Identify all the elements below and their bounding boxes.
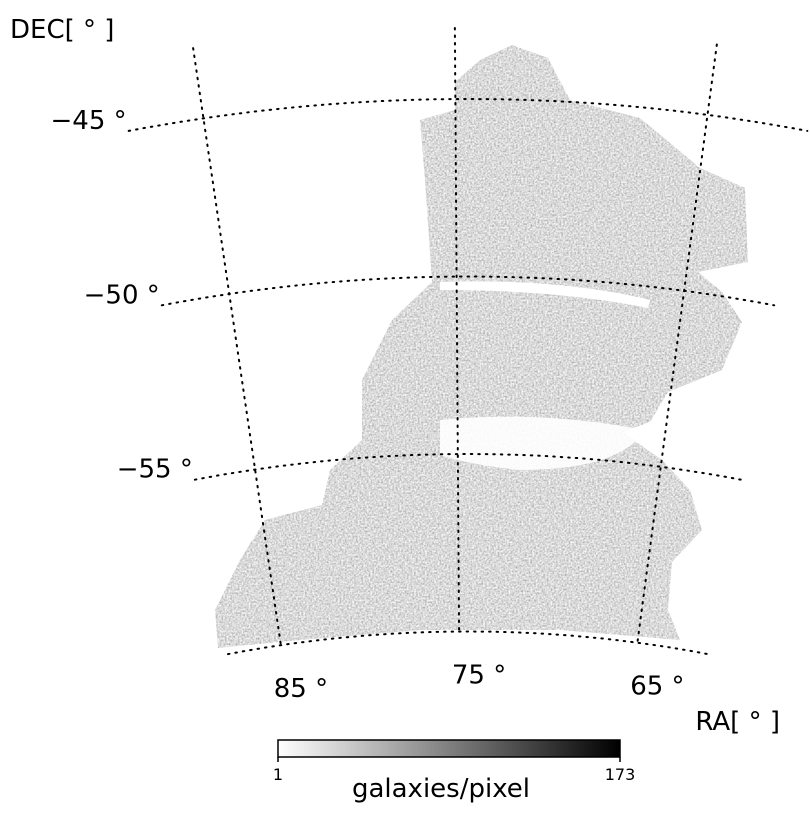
map-boundary xyxy=(227,630,709,656)
graticule xyxy=(127,27,809,656)
grid-line xyxy=(453,27,461,633)
colorbar xyxy=(277,739,621,758)
colorbar-tick-label: 1 xyxy=(273,765,283,784)
x-tick-label: 75 ° xyxy=(452,661,506,691)
gap xyxy=(440,416,645,470)
grid-line xyxy=(636,43,718,644)
y-tick-label: −55 ° xyxy=(117,455,193,485)
grid-line xyxy=(160,275,776,307)
y-tick-label: −50 ° xyxy=(84,280,160,310)
x-axis-label: RA[ ° ] xyxy=(695,707,780,737)
grid-line xyxy=(193,452,743,481)
y-axis-label: DEC[ ° ] xyxy=(10,15,114,45)
colorbar-tick-label: 173 xyxy=(605,765,636,784)
grid-line xyxy=(127,97,809,132)
x-tick-label: 65 ° xyxy=(630,672,684,702)
gap xyxy=(440,281,650,308)
grid-line xyxy=(192,47,282,647)
colorbar-label: galaxies/pixel xyxy=(352,774,530,804)
x-tick-label: 85 ° xyxy=(274,674,328,704)
y-tick-label: −45 ° xyxy=(51,106,127,136)
